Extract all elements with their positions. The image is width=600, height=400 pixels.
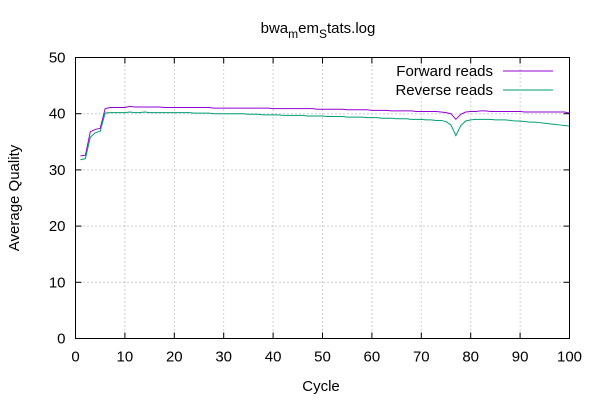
x-tick-label: 0	[71, 349, 79, 366]
y-axis-label: Average Quality	[6, 144, 23, 251]
y-tick-label: 30	[49, 162, 66, 179]
y-tick-label: 40	[49, 106, 66, 123]
x-tick-label: 60	[364, 349, 381, 366]
series-lines	[80, 105, 570, 161]
legend: Forward reads Reverse reads	[395, 63, 553, 99]
y-tick-label: 0	[57, 331, 65, 348]
title-part: tats.log	[327, 20, 375, 37]
title-part: S	[319, 27, 327, 41]
axis-ticks	[75, 57, 570, 339]
series-line-2	[80, 111, 570, 161]
tick-labels: 0 10 20 30 40 50 60 70 80 90 100 0 10 20 30 40 50	[49, 50, 582, 366]
series-line-1	[80, 105, 570, 157]
grid	[75, 57, 570, 339]
x-tick-label: 70	[413, 349, 430, 366]
x-tick-label: 10	[117, 349, 134, 366]
x-tick-label: 40	[265, 349, 282, 366]
title-part: m	[288, 27, 298, 41]
y-tick-label: 10	[49, 274, 66, 291]
x-tick-label: 100	[557, 349, 582, 366]
x-tick-label: 30	[215, 349, 232, 366]
legend-label: Forward reads	[396, 63, 493, 80]
x-tick-label: 20	[166, 349, 183, 366]
title-part: bwa	[261, 20, 289, 37]
y-tick-label: 50	[49, 50, 66, 67]
title-part: em	[298, 20, 319, 37]
x-tick-label: 50	[314, 349, 331, 366]
x-tick-label: 90	[512, 349, 529, 366]
legend-label: Reverse reads	[395, 82, 493, 99]
chart-title: bwamemStats.log	[261, 20, 376, 41]
x-axis-label: Cycle	[302, 378, 340, 395]
y-tick-label: 20	[49, 218, 66, 235]
x-tick-label: 80	[462, 349, 479, 366]
